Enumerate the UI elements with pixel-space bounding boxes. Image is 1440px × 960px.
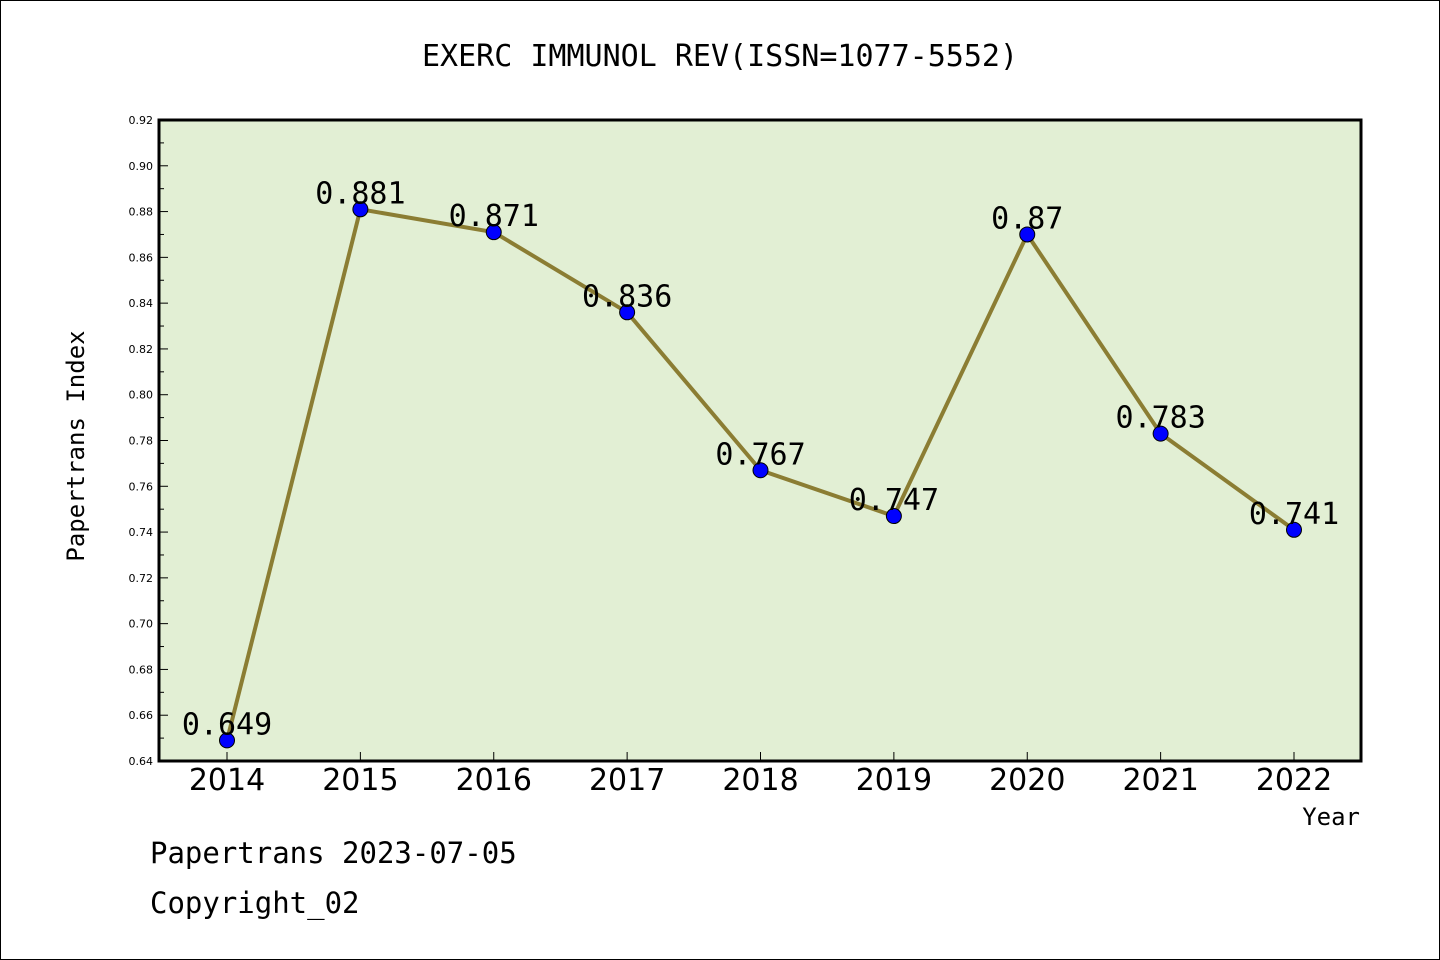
y-tick-label: 0.84 [129,297,154,310]
chart-title: EXERC IMMUNOL REV(ISSN=1077-5552) [422,39,1018,74]
source-footer: Papertrans 2023-07-05 [150,836,517,870]
copyright-footer: Copyright_02 [150,886,360,920]
data-label-2020: 0.87 [991,201,1063,236]
x-tick-label: 2020 [989,763,1065,798]
data-point-2017 [619,304,636,321]
y-tick-label: 0.72 [129,572,154,585]
data-point-2016 [485,224,502,241]
x-tick-label: 2019 [856,763,932,798]
y-tick-label: 0.82 [129,343,154,356]
data-label-2022: 0.741 [1249,497,1339,532]
y-axis-title: Papertrans Index [62,330,90,561]
y-tick-label: 0.64 [129,755,154,768]
y-tick-label: 0.66 [129,709,154,722]
x-tick-label: 2015 [322,763,398,798]
y-tick-label: 0.78 [129,435,154,448]
x-tick-label: 2014 [189,763,265,798]
data-label-2017: 0.836 [582,279,672,314]
data-point-2015 [352,201,369,218]
x-tick-label: 2021 [1122,763,1198,798]
data-label-2019: 0.747 [849,483,939,518]
x-tick-label: 2017 [589,763,665,798]
data-point-2018 [752,462,769,479]
x-tick-label: 2016 [456,763,532,798]
x-tick-label: 2018 [722,763,798,798]
y-tick-label: 0.86 [129,251,154,264]
y-tick-label: 0.68 [129,663,154,676]
y-tick-label: 0.88 [129,206,154,219]
y-tick-label: 0.74 [129,526,154,539]
data-point-2021 [1152,425,1169,442]
x-axis-title: Year [1302,803,1360,831]
y-tick-label: 0.80 [129,389,154,402]
data-label-2015: 0.881 [315,176,405,211]
y-axis: 0.64 0.66 0.68 0.70 0.72 0.74 0.76 0.78 0.80 0.82… [129,114,168,768]
y-tick-label: 0.70 [129,618,154,631]
y-tick-label: 0.92 [129,114,154,127]
y-tick-label: 0.76 [129,480,154,493]
series-layer: 0.649 0.881 0.871 0.836 0.767 0.747 0.87 0.783 0… [182,176,1339,749]
y-tick-label: 0.90 [129,160,154,173]
data-point-2014 [219,732,235,749]
data-point-2020 [1019,226,1036,243]
data-label-2021: 0.783 [1115,401,1205,436]
x-axis: 2014 2015 2016 2017 2018 2019 2020 2021 2022 [189,752,1332,798]
data-point-2019 [885,508,902,525]
x-tick-label: 2022 [1256,763,1332,798]
data-label-2014: 0.649 [182,707,272,742]
data-point-2022 [1286,521,1302,538]
data-label-2016: 0.871 [449,199,539,234]
data-label-2018: 0.767 [715,437,805,472]
